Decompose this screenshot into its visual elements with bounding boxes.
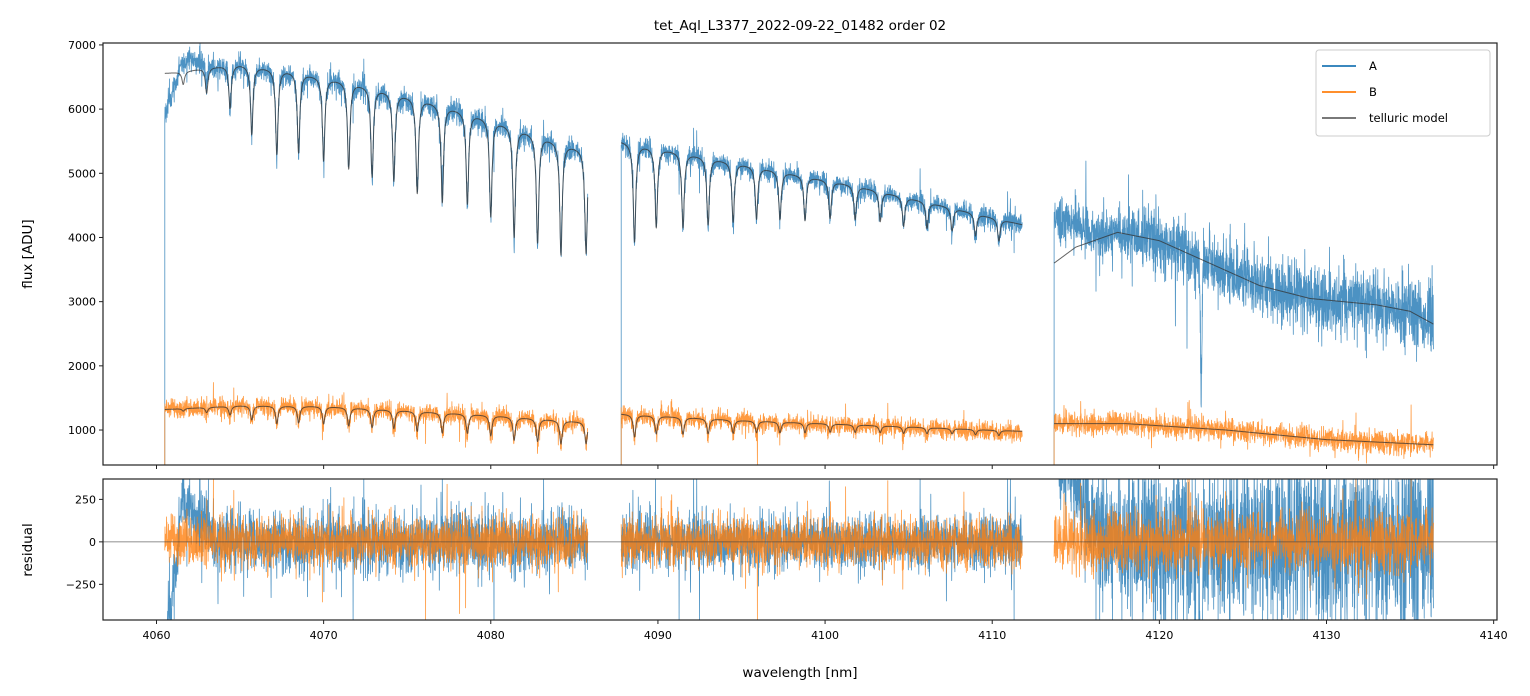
x-tick-label: 4130 [1313, 629, 1341, 642]
residual-axes-frame [102, 478, 1498, 621]
x-tick-label: 4060 [142, 629, 170, 642]
residual-panel-data [103, 479, 1497, 620]
flux-panel-data [164, 43, 1434, 465]
flux-axes-frame [102, 42, 1498, 466]
residual-y-tick-label: 250 [75, 493, 96, 506]
flux-y-tick-label: 6000 [68, 103, 96, 116]
flux-y-tick-label: 3000 [68, 296, 96, 309]
flux-y-axis-label: flux [ADU] [20, 219, 36, 288]
legend-label-model: telluric model [1369, 111, 1448, 125]
x-axis-label: wavelength [nm] [742, 665, 857, 681]
series-A-segment-3 [1053, 160, 1434, 465]
telluric-model-A-segment-1 [164, 66, 589, 256]
residual-y-tick-label: −250 [66, 578, 96, 591]
telluric-model-B-segment-3 [1053, 423, 1434, 446]
series-B-segment-2 [620, 398, 1023, 465]
telluric-model-B-segment-1 [164, 405, 589, 445]
series-B-segment-1 [164, 382, 589, 465]
residual-y-tick-label: 0 [89, 536, 96, 549]
flux-y-tick-label: 1000 [68, 424, 96, 437]
legend: A B telluric model [1315, 49, 1491, 137]
residual-B-segment-2 [620, 480, 1023, 620]
telluric-model-B-segment-2 [620, 413, 1023, 438]
x-tick-label: 4080 [477, 629, 505, 642]
x-tick-label: 4140 [1480, 629, 1508, 642]
flux-y-tick-label: 2000 [68, 360, 96, 373]
x-tick-label: 4090 [644, 629, 672, 642]
telluric-model-A-segment-2 [620, 142, 1023, 243]
x-tick-label: 4120 [1145, 629, 1173, 642]
flux-y-tick-label: 4000 [68, 231, 96, 244]
telluric-model-A-segment-3 [1053, 231, 1434, 325]
residual-B-segment-3 [1053, 479, 1434, 603]
flux-y-tick-label: 5000 [68, 167, 96, 180]
series-B-segment-3 [1053, 400, 1434, 465]
residual-y-axis-label: residual [20, 523, 36, 577]
flux-y-tick-label: 7000 [68, 39, 96, 52]
legend-label-B: B [1369, 85, 1377, 99]
residual-B-segment-1 [164, 479, 589, 620]
x-tick-label: 4070 [310, 629, 338, 642]
x-tick-label: 4110 [978, 629, 1006, 642]
chart-title: tet_Aql_L3377_2022-09-22_01482 order 02 [654, 18, 946, 34]
x-tick-label: 4100 [811, 629, 839, 642]
legend-label-A: A [1369, 59, 1377, 73]
